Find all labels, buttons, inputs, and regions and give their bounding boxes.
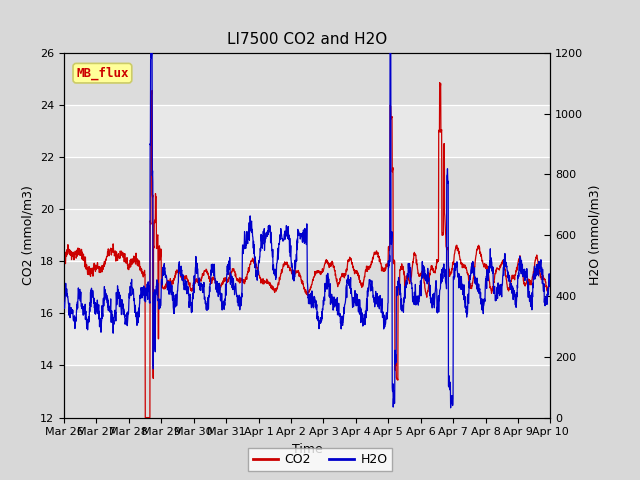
Bar <box>64 209 550 261</box>
Title: LI7500 CO2 and H2O: LI7500 CO2 and H2O <box>227 33 387 48</box>
Bar <box>64 53 550 105</box>
Bar <box>64 261 550 313</box>
Bar <box>64 105 550 157</box>
Bar <box>64 365 550 418</box>
Bar <box>64 157 550 209</box>
Y-axis label: H2O (mmol/m3): H2O (mmol/m3) <box>589 185 602 286</box>
Bar <box>64 313 550 365</box>
X-axis label: Time: Time <box>292 443 323 456</box>
Legend: CO2, H2O: CO2, H2O <box>248 448 392 471</box>
Text: MB_flux: MB_flux <box>76 67 129 80</box>
Y-axis label: CO2 (mmol/m3): CO2 (mmol/m3) <box>22 185 35 285</box>
